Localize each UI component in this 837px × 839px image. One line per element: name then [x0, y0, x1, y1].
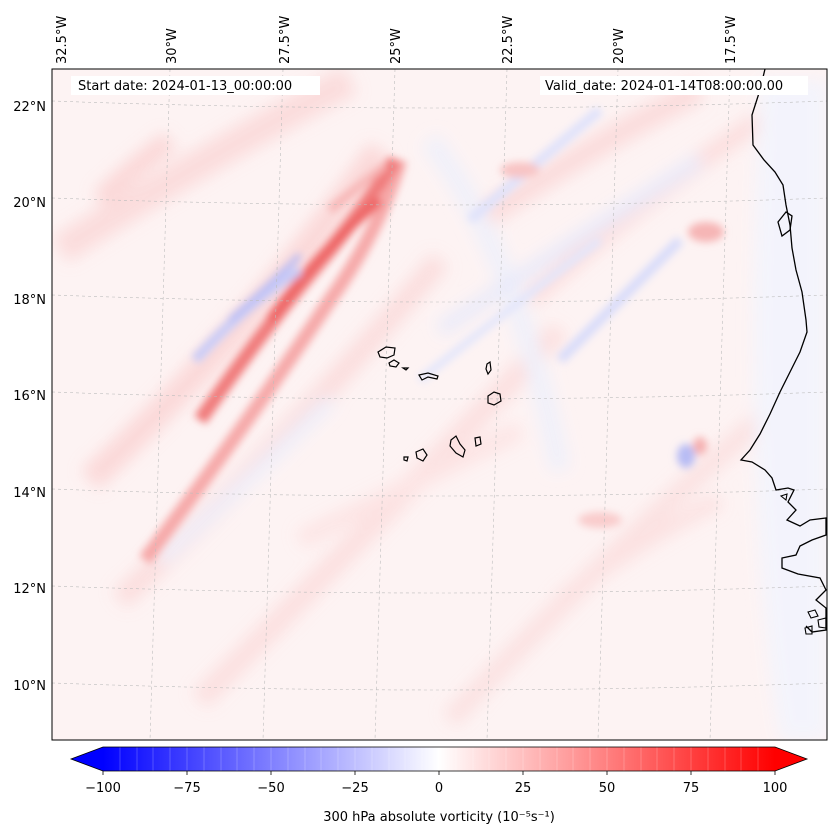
- colorbar-label: 300 hPa absolute vorticity (10⁻⁵s⁻¹): [323, 810, 555, 825]
- valid-date-label: Valid_date: 2024-01-14T08:00:00.00: [545, 79, 783, 94]
- lon-label: 27.5°W: [278, 16, 293, 64]
- lon-label: 25°W: [389, 28, 404, 64]
- colorbar-tick-label: −25: [341, 781, 368, 796]
- colorbar-tick-label: 50: [599, 781, 616, 796]
- colorbar: −100 −75 −50 −25 0 25 50 75 100 300 hPa …: [69, 746, 809, 825]
- island-sal: [485, 360, 492, 376]
- start-date-box: [71, 76, 320, 95]
- longitude-labels: 32.5°W 30°W 27.5°W 25°W 22.5°W 20°W 17.5…: [55, 16, 739, 64]
- island-boa-vista: [487, 391, 502, 406]
- african-coast: [739, 69, 827, 633]
- colorbar-extend-min: [71, 747, 103, 771]
- colorbar-extend-max: [775, 747, 807, 771]
- colorbar-tick-label: −100: [85, 781, 121, 796]
- lat-label: 12°N: [13, 582, 46, 597]
- colorbar-gradient: [103, 747, 775, 771]
- colorbar-tick-label: 100: [763, 781, 788, 796]
- island-maio: [474, 436, 482, 447]
- island-brava: [403, 456, 409, 462]
- colorbar-tick-label: 75: [683, 781, 700, 796]
- lat-label: 14°N: [13, 486, 46, 501]
- lat-label: 16°N: [13, 389, 46, 404]
- island-santo-antao: [377, 346, 396, 359]
- map-frame: [51, 68, 828, 741]
- vorticity-field: [52, 69, 827, 740]
- valid-date-box: [540, 76, 808, 95]
- lat-label: 22°N: [13, 100, 46, 115]
- island-sao-nicolau: [418, 372, 439, 381]
- cape-verde-islands: [377, 346, 502, 462]
- coastal-islands: [779, 493, 827, 635]
- island-santiago: [449, 435, 466, 458]
- coast-bump: [777, 211, 793, 238]
- lon-label: 22.5°W: [501, 16, 516, 64]
- colorbar-tick-label: −50: [257, 781, 284, 796]
- island-fogo: [415, 448, 428, 462]
- colorbar-steps: [119, 747, 759, 771]
- coastline: [739, 69, 827, 633]
- lat-label: 18°N: [13, 293, 46, 308]
- island-sao-vicente: [388, 359, 400, 368]
- latitude-labels: 22°N 20°N 18°N 16°N 14°N 12°N 10°N: [13, 100, 46, 694]
- colorbar-tick-label: −75: [173, 781, 200, 796]
- gridlines: [52, 69, 827, 740]
- colorbar-ticks: [102, 771, 776, 775]
- colorbar-tick-label: 25: [515, 781, 532, 796]
- lat-label: 10°N: [13, 679, 46, 694]
- lon-label: 30°W: [165, 28, 180, 64]
- colorbar-tick-label: 0: [435, 781, 443, 796]
- colorbar-tick-labels: −100 −75 −50 −25 0 25 50 75 100: [85, 781, 787, 796]
- lon-label: 17.5°W: [724, 16, 739, 64]
- lon-label: 20°W: [612, 28, 627, 64]
- lon-label: 32.5°W: [55, 16, 70, 64]
- island-santa-luzia: [401, 367, 410, 371]
- lat-label: 20°N: [13, 196, 46, 211]
- map-panel: Start date: 2024-01-13_00:00:00 Valid_da…: [51, 68, 828, 741]
- start-date-label: Start date: 2024-01-13_00:00:00: [78, 79, 292, 94]
